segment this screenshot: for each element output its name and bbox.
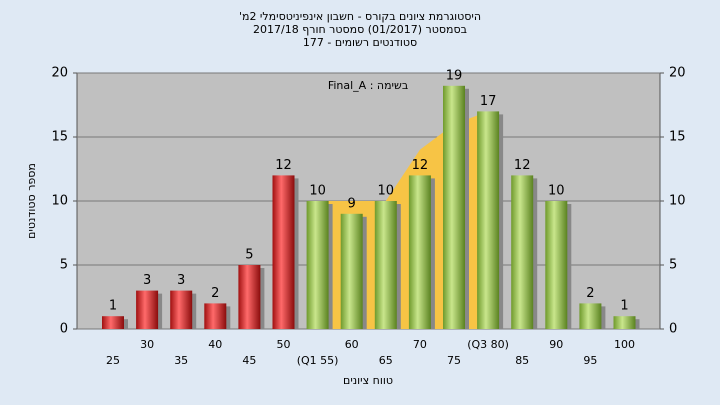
value-label: 12: [275, 158, 292, 173]
y2-tick-label: 10: [669, 194, 686, 209]
bar: [477, 111, 500, 330]
bar: [511, 175, 534, 329]
bar: [374, 201, 397, 329]
x-tick-label: 90: [549, 338, 563, 351]
x-tick-label: (Q3 80): [467, 338, 509, 351]
chart-subtitle: בסמסטר (01/2017) סמסטר חורף 2017/18: [253, 23, 467, 36]
y2-tick-label: 20: [669, 66, 686, 81]
bar: [204, 303, 227, 329]
bar: [272, 175, 295, 329]
value-label: 17: [480, 94, 497, 109]
value-label: 5: [245, 248, 253, 263]
y2-tick-label: 15: [669, 130, 686, 145]
y-tick-label: 10: [51, 194, 68, 209]
y-tick-label: 0: [60, 322, 68, 337]
bar: [408, 175, 431, 329]
value-label: 3: [143, 273, 151, 288]
x-axis-label: טווח ציונים: [343, 374, 393, 387]
value-label: 19: [446, 68, 463, 83]
x-tick-label: 70: [413, 338, 427, 351]
annotation: בשימה : Final_A: [328, 79, 408, 92]
x-tick-label: 85: [515, 354, 529, 367]
y-tick-label: 20: [51, 66, 68, 81]
x-tick-label: 45: [242, 354, 256, 367]
x-tick-label: 40: [208, 338, 222, 351]
x-tick-label: 25: [106, 354, 120, 367]
bar: [545, 201, 568, 329]
y-tick-label: 5: [60, 258, 68, 273]
bar: [102, 316, 124, 329]
x-tick-label: 75: [447, 354, 461, 367]
x-tick-label: 60: [345, 338, 359, 351]
value-label: 10: [378, 184, 395, 199]
value-label: 10: [548, 184, 565, 199]
value-label: 12: [514, 158, 531, 173]
bar: [443, 85, 465, 329]
value-label: 1: [109, 299, 117, 314]
y-tick-label: 15: [51, 130, 68, 145]
chart-subtitle: סטודנטים רשומים - 177: [303, 36, 417, 49]
y2-tick-label: 0: [669, 322, 677, 337]
bar: [136, 290, 159, 329]
y2-tick-label: 5: [669, 258, 677, 273]
value-label: 9: [348, 196, 356, 211]
bar: [340, 213, 363, 329]
value-label: 1: [620, 299, 628, 314]
bar: [306, 201, 329, 329]
x-tick-label: 30: [140, 338, 154, 351]
x-tick-label: 50: [277, 338, 291, 351]
y-axis-label: מספר סטודנטים: [25, 163, 38, 239]
chart-title: היסטוגרמת ציונים בקורס - חשבון אינפיניטס…: [239, 10, 481, 23]
value-label: 2: [586, 286, 594, 301]
bar: [579, 303, 602, 329]
x-tick-label: 95: [583, 354, 597, 367]
bar: [170, 290, 193, 329]
x-tick-label: 65: [379, 354, 393, 367]
x-tick-label: 35: [174, 354, 188, 367]
bar: [238, 265, 261, 329]
value-label: 10: [309, 184, 326, 199]
bar: [613, 316, 636, 329]
value-label: 12: [412, 158, 429, 173]
value-label: 2: [211, 286, 219, 301]
x-tick-label: 100: [614, 338, 635, 351]
x-tick-label: (Q1 55): [297, 354, 339, 367]
value-label: 3: [177, 273, 185, 288]
